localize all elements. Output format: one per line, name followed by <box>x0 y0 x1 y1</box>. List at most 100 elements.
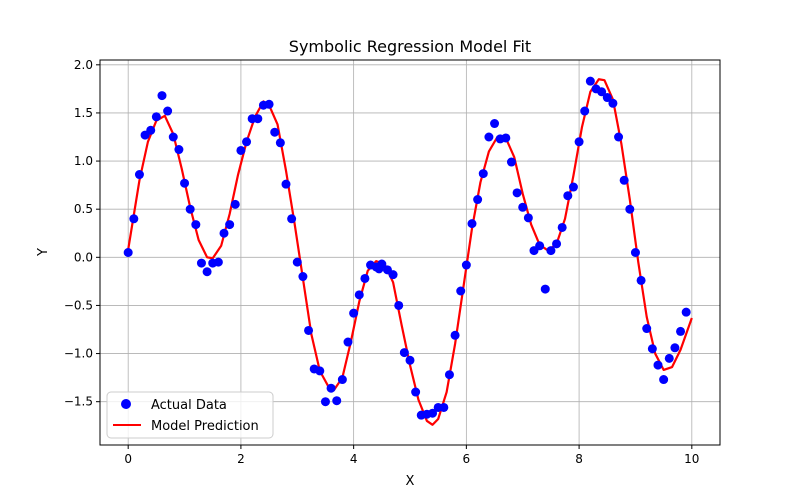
data-point <box>557 222 567 232</box>
data-point <box>146 125 156 135</box>
y-tick-label: 0.5 <box>74 202 93 216</box>
data-point <box>642 324 652 334</box>
data-point <box>304 325 314 335</box>
data-point <box>388 270 398 280</box>
data-point <box>602 93 612 103</box>
data-point <box>681 307 691 317</box>
data-point <box>523 213 533 223</box>
data-point <box>450 330 460 340</box>
data-point <box>456 286 466 296</box>
data-point <box>213 257 223 267</box>
x-tick-label: 8 <box>575 452 583 466</box>
plot-frame <box>99 59 721 446</box>
data-point <box>444 370 454 380</box>
data-point <box>574 137 584 147</box>
data-point <box>202 267 212 277</box>
data-point <box>168 132 178 142</box>
grid <box>100 60 720 445</box>
x-tick-label: 0 <box>124 452 132 466</box>
data-point <box>490 119 500 129</box>
data-point <box>540 284 550 294</box>
y-tick-label: −0.5 <box>64 298 93 312</box>
legend: Actual Data Model Prediction <box>106 391 274 439</box>
data-point <box>647 344 657 354</box>
data-point <box>354 290 364 300</box>
data-point <box>185 204 195 214</box>
data-point <box>676 326 686 336</box>
data-point <box>151 112 161 122</box>
data-point <box>332 396 342 406</box>
data-point <box>157 91 167 101</box>
y-tick-label: −1.5 <box>64 395 93 409</box>
data-point <box>281 179 291 189</box>
data-point <box>360 273 370 283</box>
legend-label-actual-data: Actual Data <box>151 398 227 413</box>
data-point <box>315 366 325 376</box>
data-point <box>630 248 640 257</box>
data-point <box>292 257 302 267</box>
data-point <box>134 170 144 180</box>
data-point <box>670 343 680 353</box>
data-point <box>608 98 618 108</box>
data-point <box>478 169 488 179</box>
data-point <box>585 76 595 86</box>
data-point <box>242 137 252 147</box>
data-point <box>473 195 483 205</box>
x-tick-label: 6 <box>463 452 471 466</box>
x-tick-label: 4 <box>350 452 358 466</box>
data-point <box>394 300 404 310</box>
data-point <box>264 99 274 109</box>
plot-area <box>100 60 720 445</box>
data-point <box>563 191 573 201</box>
data-point <box>546 246 556 256</box>
data-point <box>439 402 449 412</box>
data-point <box>535 241 545 251</box>
data-point <box>619 175 629 185</box>
data-point <box>337 375 347 385</box>
data-point <box>614 132 624 142</box>
data-point <box>506 157 516 167</box>
data-point <box>253 114 263 124</box>
data-point <box>399 348 409 358</box>
data-point <box>191 220 201 230</box>
data-point <box>664 353 674 363</box>
data-point <box>625 204 635 214</box>
data-point <box>518 202 528 212</box>
data-point <box>123 248 133 257</box>
data-point <box>275 138 285 148</box>
data-point <box>129 214 139 224</box>
data-point <box>174 145 184 155</box>
y-tick-label: 0.0 <box>74 250 93 264</box>
data-point <box>343 337 353 347</box>
data-point <box>484 132 494 142</box>
chart-title: Symbolic Regression Model Fit <box>289 37 531 56</box>
data-point <box>568 182 578 192</box>
data-point <box>326 383 336 393</box>
data-point <box>405 355 415 365</box>
y-tick-label: −1.0 <box>64 347 93 361</box>
legend-box <box>106 391 274 439</box>
data-point <box>377 259 387 269</box>
data-point <box>411 387 421 397</box>
data-point <box>349 308 359 318</box>
data-point <box>580 106 590 116</box>
x-tick-label: 10 <box>684 452 699 466</box>
data-point <box>225 220 235 230</box>
data-point <box>659 375 669 385</box>
data-point <box>219 228 229 238</box>
data-point <box>230 199 240 209</box>
y-tick-label: 1.5 <box>74 106 93 120</box>
data-point <box>467 219 477 229</box>
y-axis-label: Y <box>36 248 51 257</box>
data-point <box>287 214 297 224</box>
data-point <box>428 408 438 418</box>
scatter-point-layer <box>123 76 691 420</box>
data-point <box>636 275 646 285</box>
x-tick-label: 2 <box>237 452 245 466</box>
data-point <box>163 106 173 116</box>
data-point <box>196 258 206 268</box>
data-point <box>461 260 471 270</box>
data-point <box>501 133 511 143</box>
y-tick-label: 2.0 <box>74 58 93 72</box>
data-point <box>180 178 190 188</box>
